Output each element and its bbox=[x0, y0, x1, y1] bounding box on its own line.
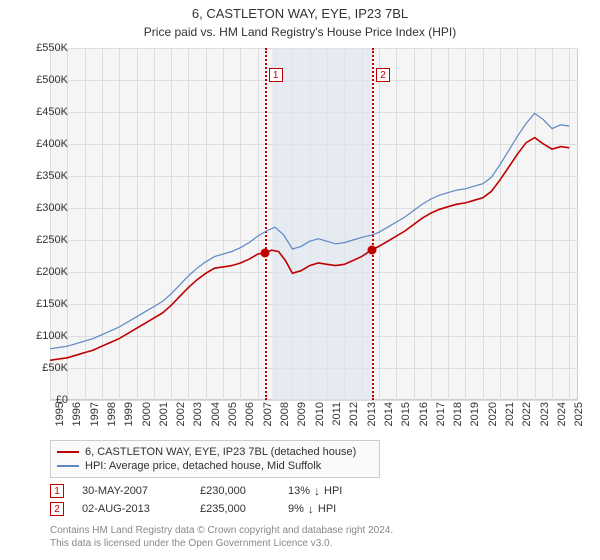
sale-event-row: 1 30-MAY-2007 £230,000 13% ↓ HPI bbox=[50, 482, 578, 500]
legend-label: 6, CASTLETON WAY, EYE, IP23 7BL (detache… bbox=[85, 446, 356, 458]
x-axis-tick-label: 2019 bbox=[469, 402, 481, 426]
x-axis-tick-label: 2000 bbox=[141, 402, 153, 426]
x-axis-tick-label: 2007 bbox=[262, 402, 274, 426]
y-axis-tick-label: £350K bbox=[24, 170, 68, 182]
x-axis-tick-label: 2009 bbox=[296, 402, 308, 426]
x-axis-tick-label: 2002 bbox=[175, 402, 187, 426]
sale-dot bbox=[260, 248, 269, 257]
y-axis-tick-label: £300K bbox=[24, 202, 68, 214]
x-axis-tick-label: 1999 bbox=[123, 402, 135, 426]
series-line-price_paid bbox=[50, 138, 569, 361]
sale-dot bbox=[367, 245, 376, 254]
sale-diff-suffix: HPI bbox=[318, 503, 336, 515]
x-axis-tick-label: 1997 bbox=[89, 402, 101, 426]
sale-event-diff: 9% ↓ HPI bbox=[288, 502, 378, 516]
sale-event-marker: 2 bbox=[50, 502, 64, 516]
x-axis-tick-label: 2005 bbox=[227, 402, 239, 426]
sale-event-diff: 13% ↓ HPI bbox=[288, 484, 378, 498]
x-axis-tick-label: 2018 bbox=[452, 402, 464, 426]
x-axis-tick-label: 2003 bbox=[192, 402, 204, 426]
x-axis-tick-label: 2001 bbox=[158, 402, 170, 426]
x-axis-tick-label: 2020 bbox=[487, 402, 499, 426]
x-axis-tick-label: 2014 bbox=[383, 402, 395, 426]
sale-diff-pct: 9% bbox=[288, 503, 304, 515]
line-chart-svg bbox=[50, 48, 578, 400]
x-axis-tick-label: 2006 bbox=[244, 402, 256, 426]
y-axis-tick-label: £100K bbox=[24, 330, 68, 342]
y-axis-tick-label: £250K bbox=[24, 234, 68, 246]
sale-event-price: £235,000 bbox=[200, 503, 270, 515]
legend-swatch bbox=[57, 451, 79, 453]
x-axis-tick-label: 2013 bbox=[366, 402, 378, 426]
x-axis-tick-label: 2012 bbox=[348, 402, 360, 426]
y-axis-tick-label: £50K bbox=[24, 362, 68, 374]
x-axis-tick-label: 2015 bbox=[400, 402, 412, 426]
x-axis-tick-label: 2004 bbox=[210, 402, 222, 426]
sale-event-date: 02-AUG-2013 bbox=[82, 503, 182, 515]
x-axis-tick-label: 2022 bbox=[521, 402, 533, 426]
y-axis-tick-label: £500K bbox=[24, 74, 68, 86]
sale-event-date: 30-MAY-2007 bbox=[82, 485, 182, 497]
sale-event-row: 2 02-AUG-2013 £235,000 9% ↓ HPI bbox=[50, 500, 578, 518]
sale-event-price: £230,000 bbox=[200, 485, 270, 497]
x-axis-tick-label: 2024 bbox=[556, 402, 568, 426]
y-axis-tick-label: £400K bbox=[24, 138, 68, 150]
legend: 6, CASTLETON WAY, EYE, IP23 7BL (detache… bbox=[50, 440, 380, 478]
x-axis-tick-label: 2025 bbox=[573, 402, 585, 426]
x-axis-tick-label: 2021 bbox=[504, 402, 516, 426]
x-axis-tick-label: 1996 bbox=[71, 402, 83, 426]
credit-line-1: Contains HM Land Registry data © Crown c… bbox=[50, 525, 393, 536]
arrow-down-icon: ↓ bbox=[314, 484, 320, 498]
legend-item: HPI: Average price, detached house, Mid … bbox=[57, 459, 373, 473]
chart-subtitle: Price paid vs. HM Land Registry's House … bbox=[0, 23, 600, 39]
y-axis-tick-label: £550K bbox=[24, 42, 68, 54]
sale-diff-suffix: HPI bbox=[324, 485, 342, 497]
x-axis-tick-label: 2008 bbox=[279, 402, 291, 426]
chart-container: 6, CASTLETON WAY, EYE, IP23 7BL Price pa… bbox=[0, 0, 600, 560]
sale-event-marker: 1 bbox=[50, 484, 64, 498]
x-axis-tick-label: 2010 bbox=[314, 402, 326, 426]
x-axis-tick-label: 1998 bbox=[106, 402, 118, 426]
sale-diff-pct: 13% bbox=[288, 485, 310, 497]
legend-item: 6, CASTLETON WAY, EYE, IP23 7BL (detache… bbox=[57, 445, 373, 459]
arrow-down-icon: ↓ bbox=[308, 502, 314, 516]
credit-text: Contains HM Land Registry data © Crown c… bbox=[50, 524, 578, 550]
chart-title: 6, CASTLETON WAY, EYE, IP23 7BL bbox=[0, 0, 600, 23]
x-axis-tick-label: 2017 bbox=[435, 402, 447, 426]
y-axis-tick-label: £150K bbox=[24, 298, 68, 310]
chart-plot-area: 12 bbox=[50, 48, 578, 400]
series-line-hpi bbox=[50, 113, 569, 348]
sale-events: 1 30-MAY-2007 £230,000 13% ↓ HPI 2 02-AUG-2013 £… bbox=[50, 482, 578, 518]
credit-line-2: This data is licensed under the Open Gov… bbox=[50, 538, 332, 549]
y-axis-tick-label: £450K bbox=[24, 106, 68, 118]
x-axis-tick-label: 2011 bbox=[331, 402, 343, 426]
legend-swatch bbox=[57, 465, 79, 467]
x-axis-tick-label: 2016 bbox=[418, 402, 430, 426]
y-axis-tick-label: £200K bbox=[24, 266, 68, 278]
legend-label: HPI: Average price, detached house, Mid … bbox=[85, 460, 321, 472]
gridline-horizontal bbox=[50, 400, 578, 401]
x-axis-tick-label: 2023 bbox=[539, 402, 551, 426]
x-axis-tick-label: 1995 bbox=[54, 402, 66, 426]
